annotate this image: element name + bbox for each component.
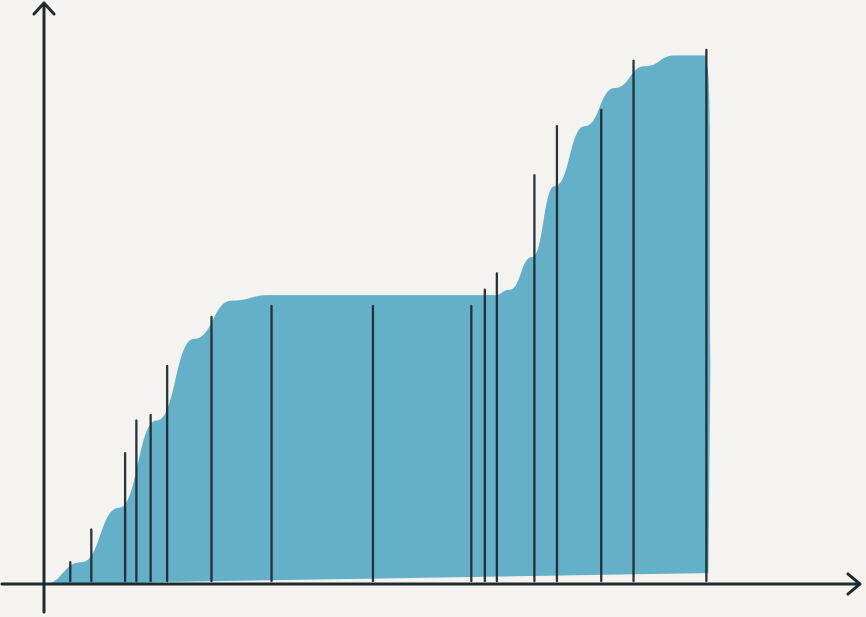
bars-layer (69, 48, 708, 583)
x-axis-arrow-icon (846, 572, 862, 596)
y-axis-arrow-icon (32, 1, 56, 16)
